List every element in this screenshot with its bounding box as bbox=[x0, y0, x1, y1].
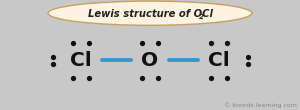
Text: Cl: Cl bbox=[70, 51, 92, 70]
Text: Lewis structure of OCl: Lewis structure of OCl bbox=[88, 9, 212, 19]
Text: O: O bbox=[141, 51, 159, 70]
Text: Cl: Cl bbox=[208, 51, 230, 70]
Text: 2: 2 bbox=[199, 14, 204, 20]
Text: © knords learning.com: © knords learning.com bbox=[224, 102, 297, 108]
Ellipse shape bbox=[48, 1, 252, 25]
